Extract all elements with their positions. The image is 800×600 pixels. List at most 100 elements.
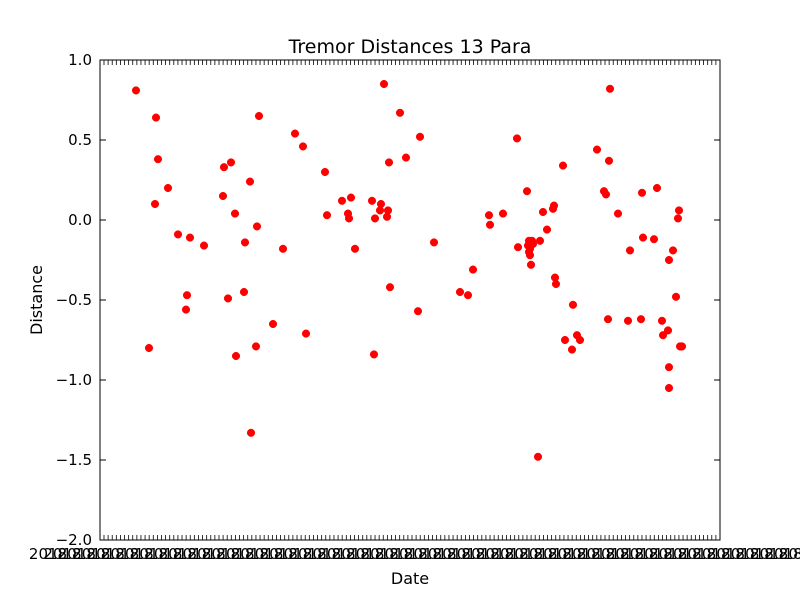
x-axis-title: Date (391, 569, 429, 588)
plot-frame (99, 59, 721, 541)
data-point (498, 209, 508, 218)
data-point (671, 292, 681, 301)
data-point (151, 113, 161, 122)
x-tick-label: 2018 (231, 545, 269, 563)
x-tick-label: 2018 (563, 545, 601, 563)
data-point (246, 428, 256, 437)
x-tick-label: 2018 (144, 545, 182, 563)
data-point (384, 158, 394, 167)
data-point (657, 316, 667, 325)
data-point (664, 363, 674, 372)
y-tick-label: 1.0 (68, 51, 92, 69)
data-point (401, 153, 411, 162)
data-point (677, 342, 687, 351)
data-point (592, 145, 602, 154)
data-point (668, 246, 678, 255)
x-tick-label: 2018 (750, 545, 788, 563)
data-point (649, 235, 659, 244)
data-point (199, 241, 209, 250)
data-point (558, 161, 568, 170)
data-point (173, 230, 183, 239)
data-point (551, 279, 561, 289)
x-tick-label: 2018 (649, 545, 687, 563)
data-point (226, 158, 236, 167)
x-tick-label: 2018 (303, 545, 341, 563)
data-point (603, 315, 613, 324)
x-tick-label: 2018 (433, 545, 471, 563)
data-point (131, 86, 141, 95)
data-point (185, 233, 195, 242)
data-point (153, 155, 163, 164)
data-point (301, 329, 311, 338)
x-tick-label: 2018 (375, 545, 413, 563)
y-tick-label: −1.5 (56, 451, 92, 469)
data-point (652, 183, 662, 193)
x-tick-label: 2018 (519, 545, 557, 563)
data-point (278, 244, 288, 253)
data-point (512, 134, 522, 143)
data-point (144, 343, 154, 353)
x-axis: 2018201820182018201820182018201820182018… (29, 60, 800, 563)
data-point (268, 319, 278, 329)
x-tick-label: 2018 (620, 545, 658, 563)
data-point (395, 108, 405, 117)
data-point (254, 111, 264, 121)
data-point (664, 383, 674, 393)
plot-area (99, 59, 721, 541)
x-tick-label: 2018 (188, 545, 226, 563)
x-tick-label: 2018 (389, 545, 427, 563)
data-point (223, 294, 233, 303)
data-point (604, 156, 614, 165)
x-tick-label: 2018 (216, 545, 254, 563)
data-point (623, 316, 633, 325)
x-tick-label: 2018 (173, 545, 211, 563)
x-tick-label: 2018 (289, 545, 327, 563)
data-point (528, 239, 538, 249)
x-tick-label: 2018 (58, 545, 96, 563)
x-tick-label: 2018 (534, 545, 572, 563)
data-point (346, 193, 356, 202)
x-tick-label: 2018 (404, 545, 442, 563)
data-point (344, 214, 354, 223)
data-point (290, 129, 300, 138)
data-point (245, 177, 255, 186)
data-point (230, 209, 240, 218)
data-point (613, 209, 623, 218)
data-point (239, 287, 249, 297)
x-tick-label: 2018 (591, 545, 629, 563)
x-tick-label: 2018 (346, 545, 384, 563)
y-axis: 1.0 0.5 0.0 −0.5 −1.0 −1.5 −2.0 (56, 51, 720, 549)
x-tick-label: 2018 (635, 545, 673, 563)
y-tick-label: −1.0 (56, 371, 92, 389)
data-point (636, 315, 646, 324)
data-point (376, 199, 386, 209)
x-tick-label: 2018 (678, 545, 716, 563)
x-tick-label: 2018 (101, 545, 139, 563)
data-point (379, 79, 389, 89)
x-tick-label: 2018 (462, 545, 500, 563)
data-point (513, 243, 523, 252)
data-point (429, 238, 439, 247)
data-point (538, 207, 548, 217)
x-tick-label: 2018 (721, 545, 759, 563)
data-point (350, 244, 360, 253)
data-point (605, 84, 615, 93)
data-point (535, 236, 545, 245)
data-point (601, 190, 611, 199)
y-tick-label: −0.5 (56, 291, 92, 309)
data-point (560, 335, 570, 345)
data-point (455, 287, 465, 297)
data-point (252, 222, 262, 231)
y-tick-label: 0.5 (68, 131, 92, 149)
data-point (413, 307, 423, 316)
data-point (322, 211, 332, 220)
x-tick-label: 2018 (72, 545, 110, 563)
y-axis-title: Distance (27, 265, 46, 335)
x-tick-label: 2018 (692, 545, 730, 563)
data-point (485, 220, 495, 229)
x-tick-label: 2018 (260, 545, 298, 563)
data-point (568, 300, 578, 309)
data-point (240, 238, 250, 247)
x-tick-label: 2018 (418, 545, 456, 563)
